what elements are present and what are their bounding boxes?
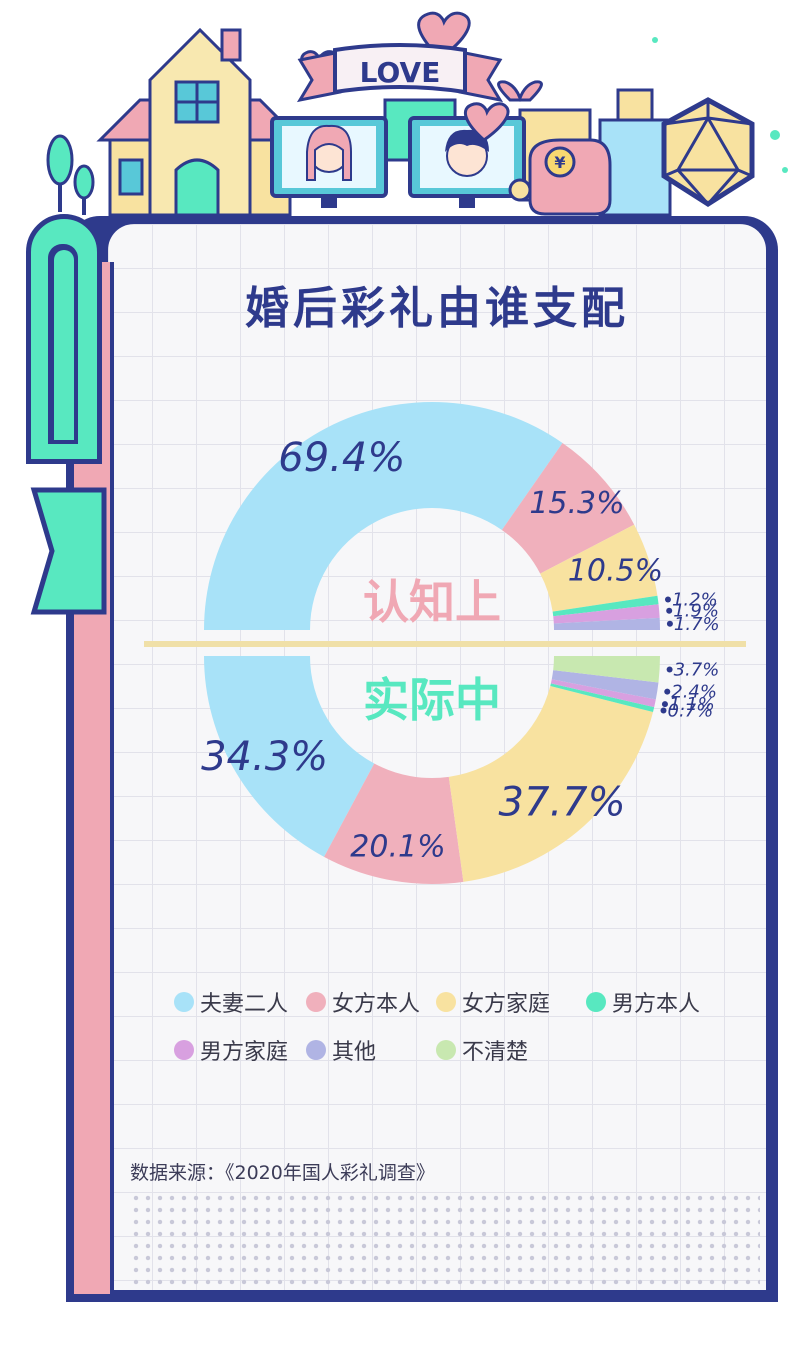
coin-symbol: ¥ (554, 153, 565, 172)
slice-label-bottom-3: 0.7% (668, 701, 714, 722)
monitor-boy-icon (408, 116, 526, 208)
legend-label: 不清楚 (462, 1040, 529, 1065)
slice-label-bottom-5: 2.4% (671, 682, 717, 703)
monitor-girl-icon (270, 116, 388, 208)
callout-dot-bottom-5 (664, 688, 671, 695)
legend-swatch (306, 1040, 326, 1060)
callout-dot-top-5 (666, 620, 673, 627)
slice-label-top-1: 15.3% (529, 486, 624, 521)
divider-line (144, 641, 746, 647)
legend-swatch (174, 992, 194, 1012)
slice-top-3 (552, 595, 659, 617)
slice-top-0 (204, 402, 563, 630)
love-banner: LOVE (296, 43, 504, 103)
callout-dot-top-4 (666, 607, 673, 614)
spine-cap-inner-fill (54, 250, 74, 440)
slice-label-bottom-6: 3.7% (674, 659, 720, 680)
page-title: 婚后彩礼由谁支配 (245, 283, 629, 334)
legend-label: 其他 (332, 1040, 377, 1065)
slice-label-bottom-1: 20.1% (350, 829, 445, 864)
slice-top-5 (553, 617, 660, 630)
header-illustration: LOVE ¥ (46, 11, 788, 217)
slice-bottom-6 (553, 656, 660, 683)
d20-dice-icon (661, 97, 755, 207)
bookmark-ribbon-icon (30, 487, 107, 615)
legend-item: 女方本人 (306, 986, 420, 1018)
dot-pattern (130, 1192, 760, 1288)
love-text: LOVE (360, 56, 441, 89)
legend-item: 不清楚 (436, 1034, 528, 1066)
legend-item: 女方家庭 (436, 986, 550, 1018)
legend-label: 女方本人 (332, 992, 421, 1017)
slice-bottom-2 (448, 685, 654, 882)
legend-label: 女方家庭 (462, 992, 551, 1017)
legend-item: 男方家庭 (174, 1034, 288, 1066)
half-title-top: 认知上 (363, 575, 501, 629)
legend-swatch (436, 992, 456, 1012)
bow-icon (497, 80, 543, 103)
slice-label-top-2: 10.5% (568, 554, 663, 589)
legend-swatch (306, 992, 326, 1012)
callout-dot-top-3 (664, 596, 671, 603)
legend-item: 男方本人 (586, 986, 700, 1018)
legend-item: 其他 (306, 1034, 376, 1066)
slice-bottom-0 (204, 656, 375, 857)
slice-top-2 (540, 524, 658, 612)
slice-bottom-1 (324, 763, 464, 884)
legend-swatch (586, 992, 606, 1012)
data-source: 数据来源：《2020年国人彩礼调查》 (130, 1162, 435, 1184)
slice-label-bottom-4: 1.1% (669, 694, 715, 715)
slice-label-bottom-2: 37.7% (499, 779, 626, 825)
callout-dot-bottom-3 (660, 707, 667, 714)
slice-bottom-4 (550, 679, 656, 708)
tree-icon (46, 134, 95, 215)
slice-label-top-0: 69.4% (278, 435, 405, 481)
slice-label-top-5: 1.7% (674, 614, 720, 635)
slice-label-bottom-0: 34.3% (201, 734, 328, 780)
card-background (108, 224, 766, 1290)
sparkle-icon (652, 37, 788, 173)
callout-dot-bottom-4 (661, 701, 668, 708)
coin-purse-icon: ¥ (508, 138, 612, 216)
callout-dot-bottom-6 (666, 666, 673, 673)
slice-bottom-3 (550, 683, 655, 713)
legend-label: 男方本人 (612, 992, 701, 1017)
slice-bottom-5 (551, 670, 659, 700)
legend-swatch (174, 1040, 194, 1060)
house-icon (96, 27, 304, 217)
legend-label: 夫妻二人 (200, 992, 289, 1017)
slice-top-1 (501, 443, 635, 574)
legend-item: 夫妻二人 (174, 986, 288, 1018)
legend-swatch (436, 1040, 456, 1060)
slice-label-top-4: 1.9% (673, 601, 719, 622)
slice-top-4 (553, 604, 660, 624)
legend-label: 男方家庭 (200, 1040, 289, 1065)
half-title-bottom: 实际中 (363, 673, 501, 727)
slice-label-top-3: 1.2% (672, 589, 718, 610)
